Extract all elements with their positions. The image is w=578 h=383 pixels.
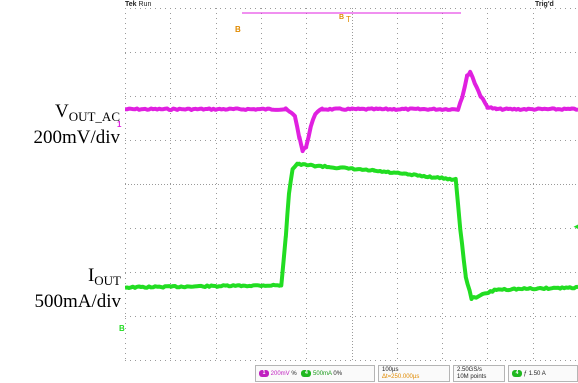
trigger-slope-icon: ƒ	[523, 371, 528, 378]
trigger-readout[interactable]: 4 ƒ 1.50 A	[508, 365, 578, 382]
brand-label: Tek	[125, 1, 137, 8]
ch1-scale-text: 200mV/div	[33, 127, 120, 148]
trigger-status: Trig'd	[535, 1, 554, 8]
timebase-value: 100µs	[382, 367, 399, 373]
top-t-marker: T	[346, 15, 351, 24]
ch1-badge: 1	[259, 370, 269, 377]
ch2-scale-label: IOUT 500mA/div	[0, 265, 121, 312]
trigger-source-badge: 4	[512, 370, 522, 377]
ch1-scale-readout: 200mV	[270, 371, 290, 378]
ch2-name-label: IOUT	[87, 265, 121, 288]
trigger-level-marker[interactable]: ◄	[572, 222, 578, 231]
ch2-scale-readout: 500mA	[313, 371, 332, 378]
trigger-position-marker[interactable]: B	[235, 25, 241, 34]
run-state-label: Run	[138, 1, 152, 8]
ch1-name-label: VOUT_AC	[54, 101, 120, 124]
view-trigger-marker: B	[339, 14, 344, 21]
channel-readout[interactable]: 1 200mV % 4 500mA 0%	[255, 365, 375, 382]
sample-rate-value: 2.50GS/s	[457, 367, 483, 373]
ch2-waveform	[125, 161, 578, 301]
timebase-readout[interactable]: 100µs Δt=250.000µs	[378, 365, 450, 382]
graticule	[125, 8, 578, 361]
run-status: Tek Run	[125, 1, 151, 8]
ch2-offset-readout: 0%	[333, 371, 343, 378]
ch2-badge: 4	[301, 370, 312, 377]
ch2-scale-text: 500mA/div	[34, 291, 121, 312]
ch1-scale-label: VOUT_AC 200mV/div	[0, 101, 120, 148]
trigger-level-value: 1.50 A	[528, 371, 546, 378]
acquisition-readout[interactable]: 2.50GS/s 10M points	[453, 365, 505, 382]
ch1-coupling-readout: %	[291, 371, 297, 378]
ch1-ground-marker[interactable]: 1	[117, 120, 122, 129]
ch2-ground-marker[interactable]: B	[119, 324, 125, 333]
ch1-waveform	[125, 69, 578, 154]
delay-value: Δt=250.000µs	[382, 374, 420, 380]
waveform-display: B T	[125, 8, 578, 361]
record-length-value: 10M points	[457, 374, 487, 380]
oscilloscope-screen: B T Tek Run Trig'd B 1 B ◄	[117, 0, 578, 383]
status-bar: 1 200mV % 4 500mA 0% 100µs Δt=250.000µs …	[125, 364, 578, 383]
